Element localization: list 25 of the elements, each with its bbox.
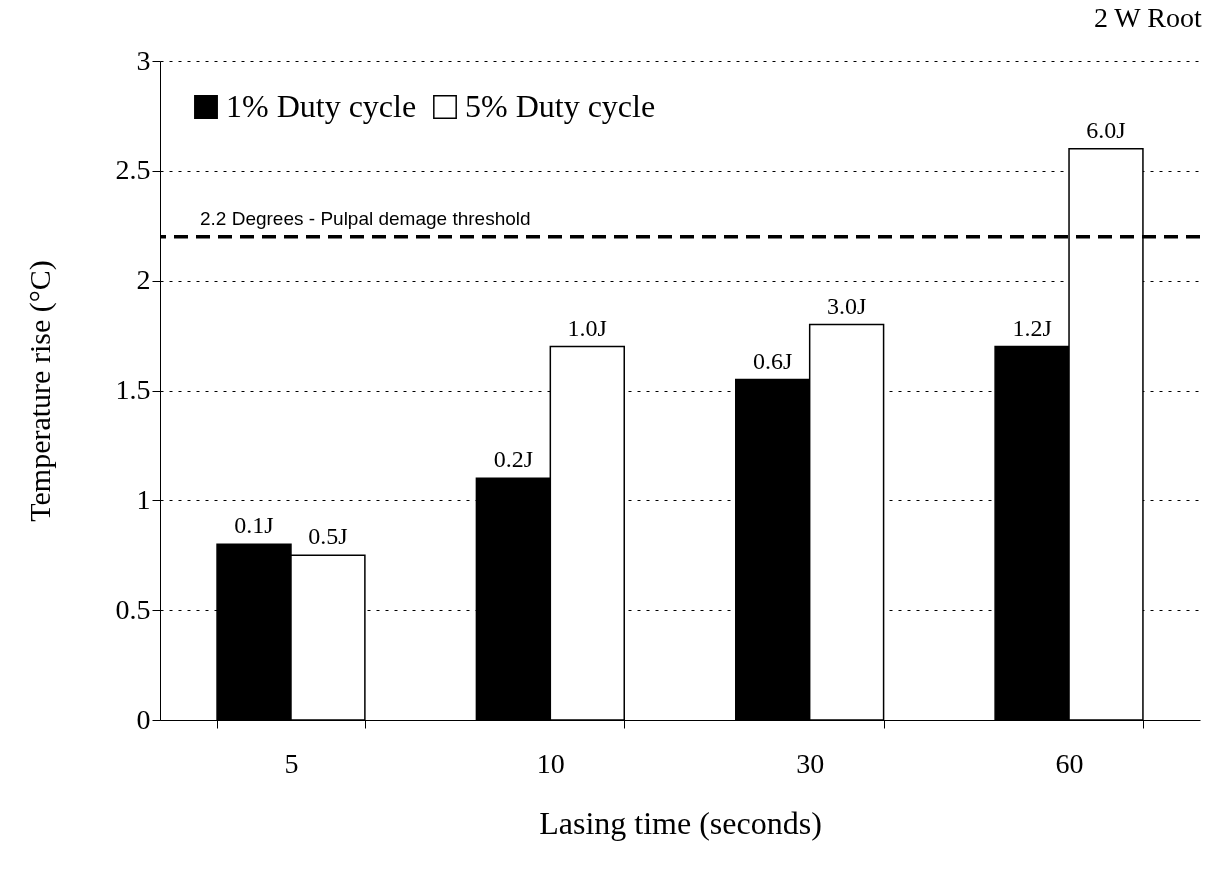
annotation: 3.0J (826, 292, 867, 319)
annotation: 0.1J (234, 512, 274, 539)
y-tick-label: 2 (136, 264, 151, 296)
y-tick-label: 3 (136, 44, 151, 76)
legend-label: 5% Duty cycle (465, 88, 656, 124)
y-tick-label: 2.5 (115, 154, 151, 186)
ref-line-label: 2.2 Degrees - Pulpal demage threshold (200, 207, 531, 229)
y-tick-label: 0.5 (115, 593, 151, 625)
annotation: 1.0J (567, 314, 607, 341)
chart-title: 2 W Root (1093, 2, 1202, 33)
y-tick-label: 0 (136, 703, 151, 735)
annotation: 0.5J (308, 523, 348, 550)
y-tick-label: 1 (136, 483, 151, 515)
y-tick-label: 1.5 (115, 374, 151, 405)
annotation: 1.2J (1012, 314, 1052, 341)
annotation: 0.6J (753, 347, 793, 374)
annotation: 6.0J (1086, 116, 1126, 143)
x-tick-label: 10 (536, 747, 565, 779)
y-axis-title: Temperature rise (°C) (22, 260, 57, 522)
annotation: 0.2J (493, 446, 534, 473)
x-tick-label: 5 (284, 747, 299, 779)
legend-label: 1% Duty cycle (226, 88, 417, 124)
x-axis-title: Lasing time (seconds) (539, 804, 822, 841)
x-tick-label: 60 (1055, 747, 1084, 779)
x-tick-label: 30 (796, 747, 825, 779)
